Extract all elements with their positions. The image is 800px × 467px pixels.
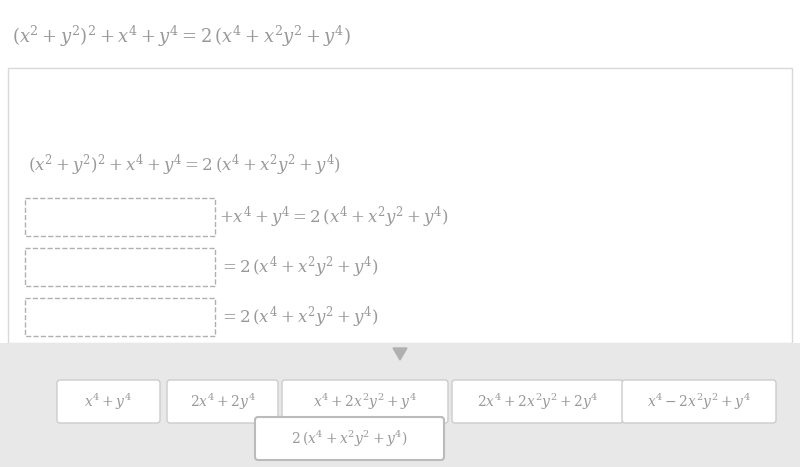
Text: $+x^4 + y^4 = 2\,(x^4 + x^2y^2 + y^4)$: $+x^4 + y^4 = 2\,(x^4 + x^2y^2 + y^4)$ xyxy=(219,205,449,230)
Text: $(x^2 + y^2)^2 + x^4 + y^4 = 2\,(x^4 + x^2y^2 + y^4)$: $(x^2 + y^2)^2 + x^4 + y^4 = 2\,(x^4 + x… xyxy=(28,152,341,177)
Text: $(x^2 + y^2)^2 + x^4 + y^4 = 2\,(x^4 + x^2y^2 + y^4)$: $(x^2 + y^2)^2 + x^4 + y^4 = 2\,(x^4 + x… xyxy=(12,23,351,49)
FancyBboxPatch shape xyxy=(25,248,215,286)
Text: $2x^4 + 2y^4$: $2x^4 + 2y^4$ xyxy=(190,391,255,411)
FancyBboxPatch shape xyxy=(452,380,623,423)
FancyBboxPatch shape xyxy=(57,380,160,423)
Text: $x^4 + y^4$: $x^4 + y^4$ xyxy=(85,391,133,411)
Text: $x^4 + 2x^2y^2 + y^4$: $x^4 + 2x^2y^2 + y^4$ xyxy=(313,391,417,411)
FancyBboxPatch shape xyxy=(167,380,278,423)
FancyBboxPatch shape xyxy=(25,298,215,336)
FancyBboxPatch shape xyxy=(8,68,792,343)
Text: $= 2\,(x^4 + x^2y^2 + y^4)$: $= 2\,(x^4 + x^2y^2 + y^4)$ xyxy=(219,255,378,280)
FancyBboxPatch shape xyxy=(0,343,800,467)
Text: $2\,(x^4 + x^2y^2 + y^4)$: $2\,(x^4 + x^2y^2 + y^4)$ xyxy=(291,428,408,449)
FancyBboxPatch shape xyxy=(282,380,448,423)
Text: $2x^4 + 2x^2y^2 + 2y^4$: $2x^4 + 2x^2y^2 + 2y^4$ xyxy=(477,391,598,411)
FancyBboxPatch shape xyxy=(622,380,776,423)
FancyBboxPatch shape xyxy=(25,198,215,236)
Text: $= 2\,(x^4 + x^2y^2 + y^4)$: $= 2\,(x^4 + x^2y^2 + y^4)$ xyxy=(219,304,378,330)
Polygon shape xyxy=(393,348,407,360)
Text: $x^4 - 2x^2y^2 + y^4$: $x^4 - 2x^2y^2 + y^4$ xyxy=(647,391,751,411)
FancyBboxPatch shape xyxy=(255,417,444,460)
FancyBboxPatch shape xyxy=(0,0,800,68)
